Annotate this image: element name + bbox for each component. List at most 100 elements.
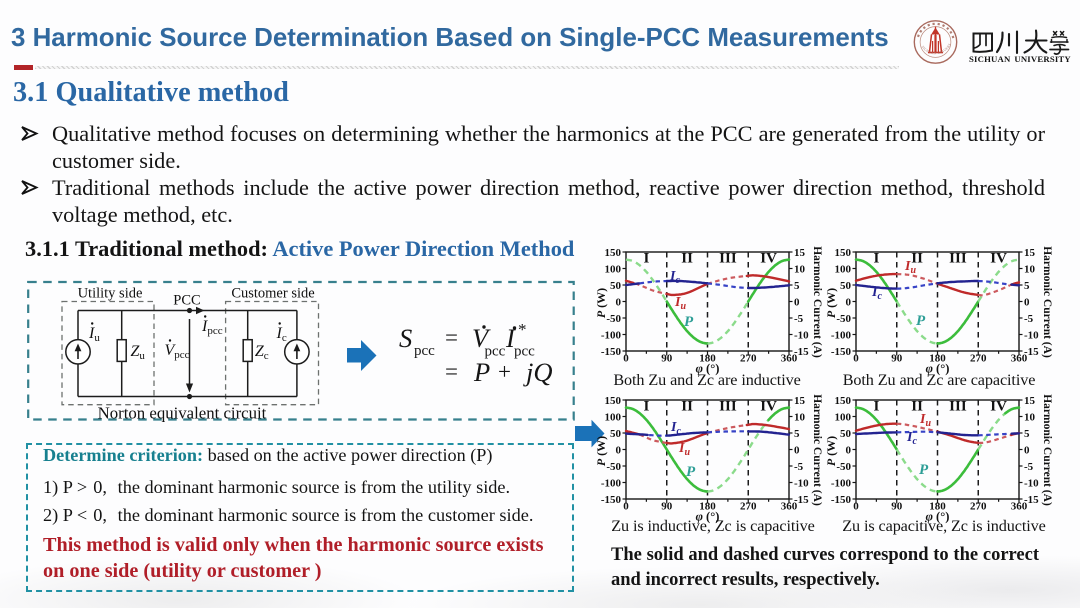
svg-text:-5: -5 <box>1024 313 1034 325</box>
svg-text:*: * <box>518 320 527 339</box>
svg-text:-50: -50 <box>836 313 851 325</box>
svg-text:P: P <box>473 357 490 387</box>
svg-text:360: 360 <box>781 353 798 365</box>
svg-text:5: 5 <box>794 280 800 292</box>
svg-text:φ (°): φ (°) <box>926 510 950 524</box>
svg-text:Iu: Iu <box>919 412 931 429</box>
svg-text:-50: -50 <box>606 313 621 325</box>
svg-text:φ (°): φ (°) <box>696 362 720 376</box>
svg-text:P: P <box>686 464 696 480</box>
svg-text:15: 15 <box>794 247 806 259</box>
svg-text:0: 0 <box>1024 297 1030 309</box>
svg-text:Harmonic Current (A): Harmonic Current (A) <box>1041 246 1053 358</box>
svg-text:360: 360 <box>781 501 798 513</box>
svg-text:180: 180 <box>929 353 946 365</box>
svg-text:P: P <box>919 462 929 478</box>
svg-text:5: 5 <box>794 428 800 440</box>
svg-text:Norton equivalent circuit: Norton equivalent circuit <box>98 404 267 423</box>
svg-text:Ic: Ic <box>670 420 681 437</box>
svg-text:100: 100 <box>605 412 622 424</box>
svg-text:φ (°): φ (°) <box>926 362 950 376</box>
svg-text:P (W): P (W) <box>594 288 608 318</box>
svg-text:II: II <box>911 399 923 415</box>
svg-text:360: 360 <box>1011 501 1028 513</box>
svg-text:-5: -5 <box>794 461 804 473</box>
svg-text:50: 50 <box>840 280 852 292</box>
svg-text:-100: -100 <box>831 330 852 342</box>
svg-text:I: I <box>505 323 516 353</box>
svg-text:P: P <box>684 314 694 330</box>
svg-text:180: 180 <box>699 501 716 513</box>
svg-text:-10: -10 <box>794 330 809 342</box>
svg-text:Ipcc: Ipcc <box>201 318 223 337</box>
svg-text:Harmonic Current (A): Harmonic Current (A) <box>811 394 823 506</box>
svg-text:Harmonic Current (A): Harmonic Current (A) <box>811 246 823 358</box>
svg-text:90: 90 <box>891 353 903 365</box>
svg-text:0: 0 <box>616 445 622 457</box>
svg-text:III: III <box>949 251 967 267</box>
svg-text:=: = <box>445 359 458 384</box>
svg-text:180: 180 <box>929 501 946 513</box>
svg-text:IV: IV <box>760 399 777 415</box>
svg-text:P: P <box>916 313 926 329</box>
svg-text:-10: -10 <box>1024 478 1039 490</box>
svg-text:100: 100 <box>605 264 622 276</box>
svg-text:150: 150 <box>835 247 852 259</box>
svg-text:90: 90 <box>661 501 673 513</box>
svg-text:P (W): P (W) <box>824 436 838 466</box>
svg-text:-150: -150 <box>601 346 622 358</box>
svg-text:φ (°): φ (°) <box>696 510 720 524</box>
svg-text:180: 180 <box>699 353 716 365</box>
svg-text:Utility side: Utility side <box>78 286 143 302</box>
svg-text:IV: IV <box>990 399 1007 415</box>
svg-text:0: 0 <box>846 297 852 309</box>
svg-text:II: II <box>681 399 693 415</box>
svg-text:-5: -5 <box>1024 461 1034 473</box>
svg-text:50: 50 <box>610 428 622 440</box>
svg-text:-100: -100 <box>601 478 622 490</box>
svg-text:Zc: Zc <box>255 343 269 362</box>
svg-text:150: 150 <box>605 247 622 259</box>
svg-text:Customer side: Customer side <box>231 286 314 302</box>
svg-text:0: 0 <box>616 297 622 309</box>
svg-text:360: 360 <box>1011 353 1028 365</box>
svg-text:=: = <box>445 325 458 350</box>
svg-text:90: 90 <box>661 353 673 365</box>
svg-text:Iu: Iu <box>678 441 690 458</box>
svg-text:III: III <box>719 399 737 415</box>
svg-text:-150: -150 <box>601 494 622 506</box>
svg-text:+: + <box>498 359 511 384</box>
svg-text:0: 0 <box>623 501 629 513</box>
svg-text:50: 50 <box>610 280 622 292</box>
svg-text:0: 0 <box>794 297 800 309</box>
svg-text:0: 0 <box>794 445 800 457</box>
svg-text:III: III <box>719 251 737 267</box>
svg-text:10: 10 <box>794 264 806 276</box>
svg-text:10: 10 <box>794 412 806 424</box>
svg-text:Zu: Zu <box>131 343 146 362</box>
svg-text:II: II <box>911 251 923 267</box>
svg-text:15: 15 <box>794 395 806 407</box>
svg-text:II: II <box>681 251 693 267</box>
svg-text:15: 15 <box>1024 247 1036 259</box>
svg-text:III: III <box>949 399 967 415</box>
svg-text:10: 10 <box>1024 264 1036 276</box>
svg-text:50: 50 <box>840 428 852 440</box>
svg-text:15: 15 <box>1024 395 1036 407</box>
svg-text:IV: IV <box>990 251 1007 267</box>
svg-text:I: I <box>643 399 649 415</box>
svg-text:100: 100 <box>835 412 852 424</box>
svg-text:-100: -100 <box>601 330 622 342</box>
svg-text:Ic: Ic <box>871 285 882 302</box>
svg-text:-15: -15 <box>1024 346 1039 358</box>
svg-text:PCC: PCC <box>173 293 200 309</box>
svg-text:-10: -10 <box>794 478 809 490</box>
svg-text:jQ: jQ <box>523 357 553 387</box>
svg-text:270: 270 <box>740 501 757 513</box>
svg-text:pcc: pcc <box>414 343 435 359</box>
svg-text:-5: -5 <box>794 313 804 325</box>
svg-text:IV: IV <box>760 251 777 267</box>
svg-text:I: I <box>873 399 879 415</box>
svg-text:270: 270 <box>740 353 757 365</box>
svg-text:150: 150 <box>605 395 622 407</box>
